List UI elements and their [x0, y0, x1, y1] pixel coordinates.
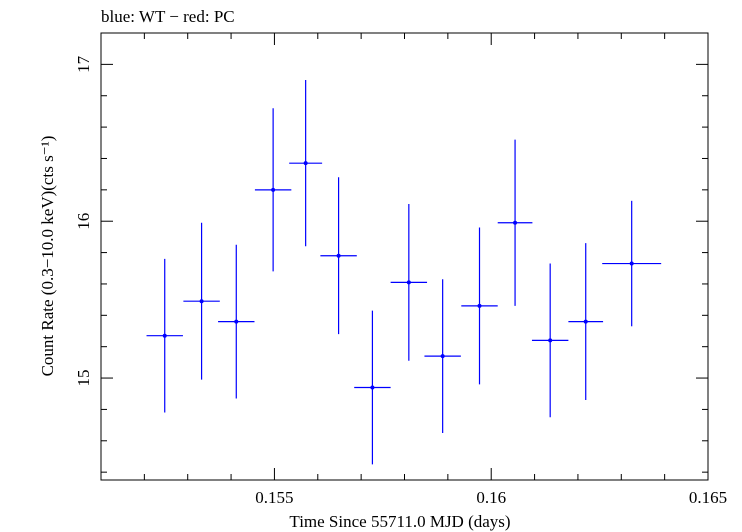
data-marker — [336, 253, 341, 258]
data-point — [497, 139, 533, 306]
data-marker — [629, 261, 634, 266]
data-point — [254, 108, 292, 272]
x-tick-label: 0.165 — [689, 488, 727, 507]
data-point — [461, 227, 498, 385]
data-marker — [303, 161, 308, 166]
data-marker — [583, 319, 588, 324]
data-marker — [513, 220, 518, 225]
axis-ticks — [100, 33, 709, 480]
data-marker — [440, 354, 445, 359]
data-point — [390, 203, 428, 361]
data-marker — [162, 333, 167, 338]
y-tick-label: 15 — [74, 370, 93, 387]
y-axis-label: Count Rate (0.3−10.0 keV)(cts s⁻¹) — [38, 136, 57, 377]
data-series-wt — [146, 80, 662, 465]
x-tick-label: 0.16 — [476, 488, 506, 507]
plot-frame — [100, 32, 709, 481]
chart-title: blue: WT − red: PC — [101, 7, 235, 26]
data-point — [531, 263, 569, 418]
data-point — [602, 200, 662, 327]
data-marker — [406, 280, 411, 285]
data-point — [320, 177, 357, 335]
y-tick-label: 17 — [74, 55, 93, 73]
x-axis-label: Time Since 55711.0 MJD (days) — [289, 512, 510, 531]
data-marker — [548, 338, 553, 343]
data-marker — [477, 303, 482, 308]
x-tick-label: 0.155 — [255, 488, 293, 507]
data-marker — [234, 319, 239, 324]
data-marker — [271, 187, 276, 192]
data-point — [289, 80, 323, 247]
data-marker — [199, 299, 204, 304]
y-tick-label: 16 — [74, 213, 93, 230]
data-point — [218, 244, 255, 399]
data-point — [183, 222, 220, 380]
data-marker — [370, 385, 375, 390]
data-point — [354, 310, 391, 465]
data-point — [568, 243, 604, 401]
data-point — [424, 279, 461, 433]
axis-tick-labels: 0.155 0.16 0.165 15 16 17 — [74, 55, 727, 507]
data-point — [146, 258, 183, 413]
